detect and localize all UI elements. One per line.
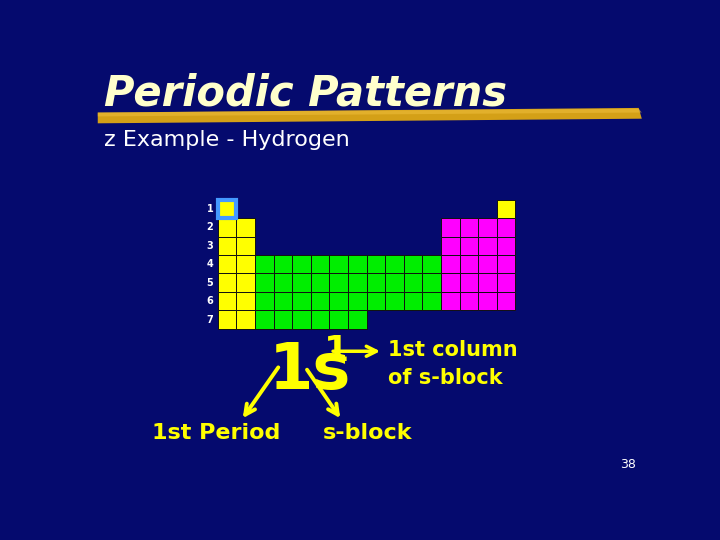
- Text: 4: 4: [207, 259, 213, 269]
- Bar: [459, 255, 478, 273]
- Bar: [274, 255, 292, 273]
- Text: 1: 1: [207, 204, 213, 214]
- Text: 1st column
of s-block: 1st column of s-block: [388, 340, 518, 388]
- Text: 1st Period: 1st Period: [152, 423, 280, 443]
- Text: 6: 6: [207, 296, 213, 306]
- Bar: [459, 273, 478, 292]
- Bar: [330, 255, 348, 273]
- Bar: [404, 273, 423, 292]
- Bar: [497, 237, 516, 255]
- Bar: [497, 255, 516, 273]
- Text: 5: 5: [207, 278, 213, 288]
- Bar: [478, 218, 497, 237]
- Text: 2: 2: [207, 222, 213, 232]
- Bar: [385, 273, 404, 292]
- Bar: [218, 237, 236, 255]
- Text: 38: 38: [621, 458, 636, 471]
- Bar: [218, 218, 236, 237]
- Bar: [497, 292, 516, 310]
- Bar: [274, 273, 292, 292]
- Bar: [423, 255, 441, 273]
- Bar: [311, 310, 330, 329]
- Text: s-block: s-block: [323, 423, 412, 443]
- Text: 1: 1: [324, 334, 349, 368]
- Bar: [330, 310, 348, 329]
- Text: 7: 7: [207, 315, 213, 325]
- Polygon shape: [98, 109, 642, 117]
- Text: Periodic Patterns: Periodic Patterns: [104, 72, 507, 114]
- Bar: [218, 273, 236, 292]
- Bar: [478, 237, 497, 255]
- Bar: [255, 255, 274, 273]
- Bar: [441, 237, 459, 255]
- Bar: [255, 273, 274, 292]
- Bar: [497, 273, 516, 292]
- Bar: [348, 255, 366, 273]
- Bar: [478, 255, 497, 273]
- Bar: [311, 255, 330, 273]
- Bar: [366, 273, 385, 292]
- Text: 1s: 1s: [269, 340, 351, 402]
- Bar: [404, 292, 423, 310]
- Text: 3: 3: [207, 241, 213, 251]
- Text: z Example - Hydrogen: z Example - Hydrogen: [104, 130, 350, 150]
- Bar: [292, 310, 311, 329]
- Bar: [236, 292, 255, 310]
- Bar: [423, 292, 441, 310]
- Bar: [274, 310, 292, 329]
- Bar: [459, 218, 478, 237]
- Bar: [236, 218, 255, 237]
- Bar: [423, 273, 441, 292]
- Bar: [441, 255, 459, 273]
- Bar: [366, 255, 385, 273]
- Bar: [218, 200, 236, 218]
- Bar: [218, 292, 236, 310]
- Bar: [292, 292, 311, 310]
- Bar: [497, 200, 516, 218]
- Bar: [459, 292, 478, 310]
- Bar: [236, 310, 255, 329]
- Bar: [292, 255, 311, 273]
- Bar: [236, 237, 255, 255]
- Bar: [236, 255, 255, 273]
- Bar: [236, 273, 255, 292]
- Bar: [385, 292, 404, 310]
- Bar: [330, 292, 348, 310]
- Bar: [385, 255, 404, 273]
- Bar: [404, 255, 423, 273]
- Bar: [348, 292, 366, 310]
- Bar: [497, 218, 516, 237]
- Bar: [459, 237, 478, 255]
- Bar: [330, 273, 348, 292]
- Bar: [218, 310, 236, 329]
- Bar: [255, 310, 274, 329]
- Bar: [366, 292, 385, 310]
- Bar: [218, 200, 236, 218]
- Bar: [441, 218, 459, 237]
- Bar: [274, 292, 292, 310]
- Bar: [348, 310, 366, 329]
- Bar: [478, 292, 497, 310]
- Bar: [218, 255, 236, 273]
- Bar: [311, 273, 330, 292]
- Bar: [255, 292, 274, 310]
- Bar: [348, 273, 366, 292]
- Bar: [441, 273, 459, 292]
- Bar: [478, 273, 497, 292]
- Bar: [292, 273, 311, 292]
- Bar: [311, 292, 330, 310]
- Polygon shape: [98, 108, 642, 123]
- Bar: [441, 292, 459, 310]
